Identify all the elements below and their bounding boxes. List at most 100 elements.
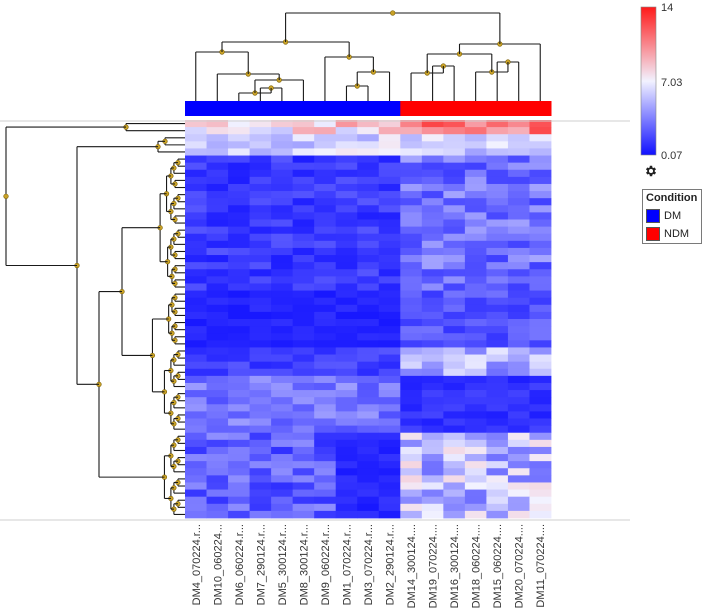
heatmap-cell bbox=[335, 262, 358, 270]
heatmap-cell bbox=[378, 425, 401, 434]
heatmap-cell bbox=[464, 439, 487, 448]
heatmap-cell bbox=[185, 155, 207, 164]
heatmap-cell bbox=[421, 297, 444, 306]
heatmap-cell bbox=[357, 446, 380, 455]
heatmap-cell bbox=[486, 425, 509, 434]
heatmap-cell bbox=[292, 276, 315, 284]
heatmap-cell bbox=[185, 361, 207, 370]
heatmap-cell bbox=[292, 176, 315, 185]
heatmap-cell bbox=[486, 319, 509, 327]
heatmap-cell bbox=[421, 169, 444, 178]
heatmap-cell bbox=[486, 361, 509, 370]
heatmap-cell bbox=[486, 333, 509, 341]
heatmap-cell bbox=[249, 468, 272, 476]
heatmap-cell bbox=[249, 446, 272, 455]
heatmap-cell bbox=[529, 198, 552, 206]
heatmap-cell bbox=[249, 496, 272, 505]
heatmap-cell bbox=[185, 198, 207, 206]
gear-icon[interactable] bbox=[644, 164, 658, 178]
legend-item-ndm[interactable]: NDM bbox=[643, 225, 701, 243]
heatmap-cell bbox=[335, 155, 358, 164]
heatmap-cell bbox=[357, 283, 380, 291]
heatmap-cell bbox=[507, 361, 530, 370]
heatmap-cell bbox=[421, 489, 444, 498]
heatmap-cell bbox=[206, 176, 229, 185]
heatmap-cell bbox=[335, 482, 358, 490]
heatmap-cell bbox=[529, 418, 552, 427]
heatmap-cell bbox=[228, 127, 250, 135]
heatmap-cell bbox=[249, 489, 272, 498]
heatmap-cell bbox=[228, 205, 250, 213]
heatmap-cell bbox=[357, 454, 380, 462]
heatmap-cell bbox=[507, 340, 530, 348]
heatmap-cell bbox=[228, 468, 250, 476]
heatmap-cell bbox=[378, 255, 401, 263]
heatmap-cell bbox=[335, 134, 358, 142]
heatmap-cell bbox=[292, 297, 315, 306]
heatmap-cell bbox=[486, 475, 509, 483]
heatmap-cell bbox=[292, 290, 315, 299]
heatmap-cell bbox=[400, 475, 423, 483]
heatmap-cell bbox=[486, 198, 509, 206]
heatmap-cell bbox=[357, 219, 380, 228]
heatmap-cell bbox=[271, 198, 294, 206]
heatmap-cell bbox=[314, 461, 337, 469]
heatmap-cell bbox=[357, 382, 380, 391]
heatmap-cell bbox=[400, 411, 423, 419]
heatmap-cell bbox=[185, 247, 207, 256]
heatmap-cell bbox=[249, 255, 272, 263]
heatmap-cell bbox=[249, 340, 272, 348]
heatmap-cell bbox=[206, 262, 229, 270]
heatmap-cell bbox=[249, 134, 272, 142]
heatmap-cell bbox=[507, 375, 530, 384]
heatmap-cell bbox=[400, 390, 423, 398]
condition-cell bbox=[443, 101, 466, 116]
heatmap-cell bbox=[421, 404, 444, 412]
heatmap-cell bbox=[228, 276, 250, 284]
heatmap-cell bbox=[335, 489, 358, 498]
heatmap-cell bbox=[378, 354, 401, 363]
heatmap-cell bbox=[486, 148, 509, 156]
heatmap-cell bbox=[206, 489, 229, 498]
heatmap-cell bbox=[185, 212, 207, 220]
heatmap-cell bbox=[464, 297, 487, 306]
heatmap-cell bbox=[271, 361, 294, 370]
heatmap-cell bbox=[464, 233, 487, 242]
heatmap-cell bbox=[486, 326, 509, 334]
heatmap-cell bbox=[185, 183, 207, 192]
heatmap-cell bbox=[292, 482, 315, 490]
heatmap-cell bbox=[421, 240, 444, 249]
heatmap-cell bbox=[228, 368, 250, 377]
heatmap-cell bbox=[292, 255, 315, 263]
heatmap-cell bbox=[486, 347, 509, 355]
heatmap-cell bbox=[529, 439, 552, 448]
heatmap-cell bbox=[206, 397, 229, 405]
heatmap-cell bbox=[400, 240, 423, 249]
heatmap-cell bbox=[271, 276, 294, 284]
heatmap-cell bbox=[400, 418, 423, 427]
heatmap-cell bbox=[292, 304, 315, 313]
heatmap-cell bbox=[314, 304, 337, 313]
heatmap-cell bbox=[335, 496, 358, 505]
heatmap-cell bbox=[421, 425, 444, 434]
heatmap-cell bbox=[314, 226, 337, 235]
heatmap-cell bbox=[314, 475, 337, 483]
legend-item-dm[interactable]: DM bbox=[643, 207, 701, 225]
heatmap-cell bbox=[357, 368, 380, 377]
heatmap-cell bbox=[335, 333, 358, 341]
heatmap-cell bbox=[271, 333, 294, 341]
heatmap-cell bbox=[529, 311, 552, 320]
heatmap-cell bbox=[443, 368, 466, 377]
heatmap-cell bbox=[228, 198, 250, 206]
heatmap-cell bbox=[292, 454, 315, 462]
heatmap-cell bbox=[486, 141, 509, 149]
heatmap-cell bbox=[271, 375, 294, 384]
heatmap-cell bbox=[292, 233, 315, 242]
heatmap-cell bbox=[228, 319, 250, 327]
heatmap-cell bbox=[206, 361, 229, 370]
heatmap-cell bbox=[271, 439, 294, 448]
heatmap-cell bbox=[507, 411, 530, 419]
heatmap-cell bbox=[464, 461, 487, 469]
heatmap-cell bbox=[271, 425, 294, 434]
heatmap-cell bbox=[314, 141, 337, 149]
